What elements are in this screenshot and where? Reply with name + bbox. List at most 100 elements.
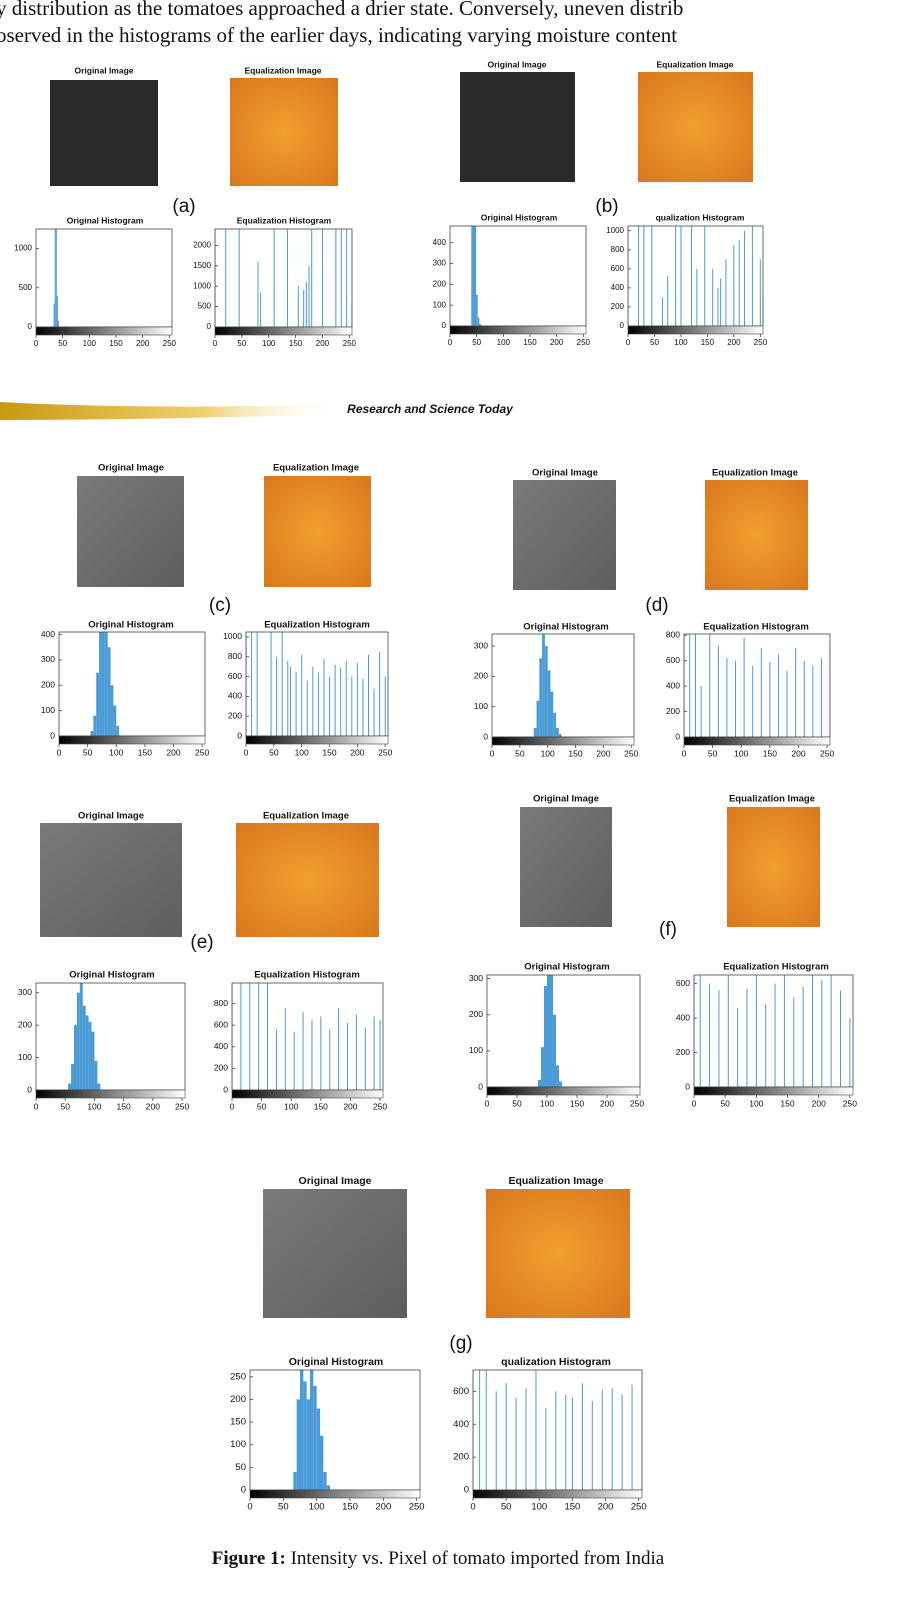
x-tick-label: 0	[247, 1502, 252, 1513]
chart-title: Original Histogram	[67, 215, 144, 225]
histogram-bar	[471, 226, 473, 326]
x-tick-label: 250	[843, 1098, 857, 1108]
panel-label: (d)	[645, 595, 668, 616]
x-tick-label: 0	[626, 338, 631, 347]
x-tick-label: 50	[512, 1098, 522, 1108]
y-tick-label: 800	[611, 245, 625, 254]
header-band: Research and Science Today	[347, 402, 514, 416]
x-tick-label: 0	[470, 1502, 475, 1513]
y-tick-label: 50	[235, 1462, 246, 1473]
histogram-bar	[558, 733, 562, 737]
x-tick-label: 250	[754, 338, 768, 347]
x-tick-label: 100	[83, 339, 97, 348]
x-tick-label: 200	[727, 338, 741, 347]
x-tick-label: 50	[83, 747, 93, 757]
x-tick-label: 150	[314, 1101, 328, 1111]
panel-label: (g)	[449, 1333, 472, 1354]
x-tick-label: 150	[289, 339, 303, 348]
x-tick-label: 50	[501, 1502, 512, 1513]
header-swoosh	[0, 402, 340, 420]
plot-area	[533, 634, 562, 737]
histogram-bar	[539, 658, 543, 737]
x-tick-label: 150	[342, 1502, 358, 1513]
chart-title: Equalization Histogram	[703, 622, 809, 633]
histogram-bar	[85, 1015, 89, 1090]
x-tick-label: 200	[596, 748, 610, 758]
tomato-image	[77, 476, 184, 587]
figure-caption: Figure 1: Intensity vs. Pixel of tomato …	[212, 1548, 665, 1569]
histogram-bar	[107, 647, 111, 736]
x-tick-label: 250	[631, 1502, 647, 1513]
x-tick-label: 250	[624, 748, 638, 758]
axes-box	[449, 225, 587, 327]
x-tick-label: 50	[278, 1502, 289, 1513]
histogram-bar	[71, 1064, 74, 1090]
plot-area	[684, 634, 830, 737]
x-tick-label: 200	[136, 339, 150, 348]
tomato-image	[263, 1189, 407, 1318]
histogram-bar	[90, 730, 94, 736]
x-tick-label: 0	[448, 338, 453, 347]
chart-title: Original Histogram	[289, 1356, 384, 1368]
caption-label: Figure 1:	[212, 1548, 286, 1569]
chart-title: qualization Histogram	[656, 212, 745, 222]
y-tick-label: 400	[214, 1041, 228, 1051]
y-tick-label: 100	[230, 1439, 246, 1450]
x-tick-label: 0	[230, 1101, 235, 1111]
histogram-bar	[68, 1083, 72, 1090]
histogram-bar	[296, 1399, 300, 1490]
chart-title: Original Histogram	[524, 962, 610, 973]
y-tick-label: 400	[666, 680, 680, 690]
x-tick-label: 250	[163, 339, 177, 348]
axes-box	[683, 633, 831, 738]
tomato-image	[520, 807, 612, 927]
histogram-bar	[56, 295, 58, 327]
colorbar	[35, 1089, 186, 1099]
histogram-bar	[104, 632, 108, 736]
histogram-bar	[55, 229, 57, 327]
histogram-bar	[54, 229, 56, 327]
axes-box	[58, 631, 206, 737]
x-tick-label: 200	[316, 339, 330, 348]
axes-box	[627, 225, 764, 327]
y-tick-label: 1000	[14, 244, 32, 253]
image-title: Equalization Image	[657, 59, 734, 69]
image-title: Original Image	[78, 811, 144, 822]
image-title: Equalization Image	[508, 1175, 603, 1187]
y-tick-label: 400	[676, 1012, 690, 1022]
image-title: Original Image	[487, 59, 546, 69]
x-tick-label: 150	[523, 338, 537, 347]
axes-box	[472, 1369, 643, 1491]
image-title: Equalization Image	[712, 468, 798, 479]
x-tick-label: 150	[701, 338, 715, 347]
axes-box	[693, 974, 854, 1088]
y-tick-label: 0	[223, 1084, 228, 1094]
y-tick-label: 200	[676, 1047, 690, 1057]
axes-box	[231, 982, 384, 1091]
y-tick-label: 600	[228, 671, 242, 681]
x-tick-label: 50	[58, 339, 67, 348]
x-tick-label: 0	[244, 747, 249, 757]
histogram-bar	[88, 1021, 92, 1090]
chart-title: Original Histogram	[481, 212, 558, 222]
image-title: Equalization Image	[729, 794, 815, 805]
y-tick-label: 400	[611, 283, 625, 292]
y-tick-label: 600	[666, 655, 680, 665]
x-tick-label: 150	[117, 1101, 131, 1111]
histogram-bar	[316, 1408, 320, 1490]
y-tick-label: 600	[214, 1019, 228, 1029]
histogram-bar	[479, 323, 481, 326]
chart-title: Equalization Histogram	[723, 962, 829, 973]
x-tick-label: 250	[630, 1098, 644, 1108]
y-tick-label: 800	[228, 651, 242, 661]
y-tick-label: 200	[41, 680, 55, 690]
histogram-bar	[300, 1370, 304, 1490]
x-tick-label: 0	[490, 748, 495, 758]
colorbar	[214, 326, 353, 336]
x-tick-label: 250	[373, 1101, 387, 1111]
y-tick-label: 200	[230, 1394, 246, 1405]
histogram-bar	[544, 985, 547, 1087]
x-tick-label: 100	[262, 339, 276, 348]
histogram-bar	[306, 1399, 310, 1490]
y-tick-label: 100	[433, 300, 447, 309]
